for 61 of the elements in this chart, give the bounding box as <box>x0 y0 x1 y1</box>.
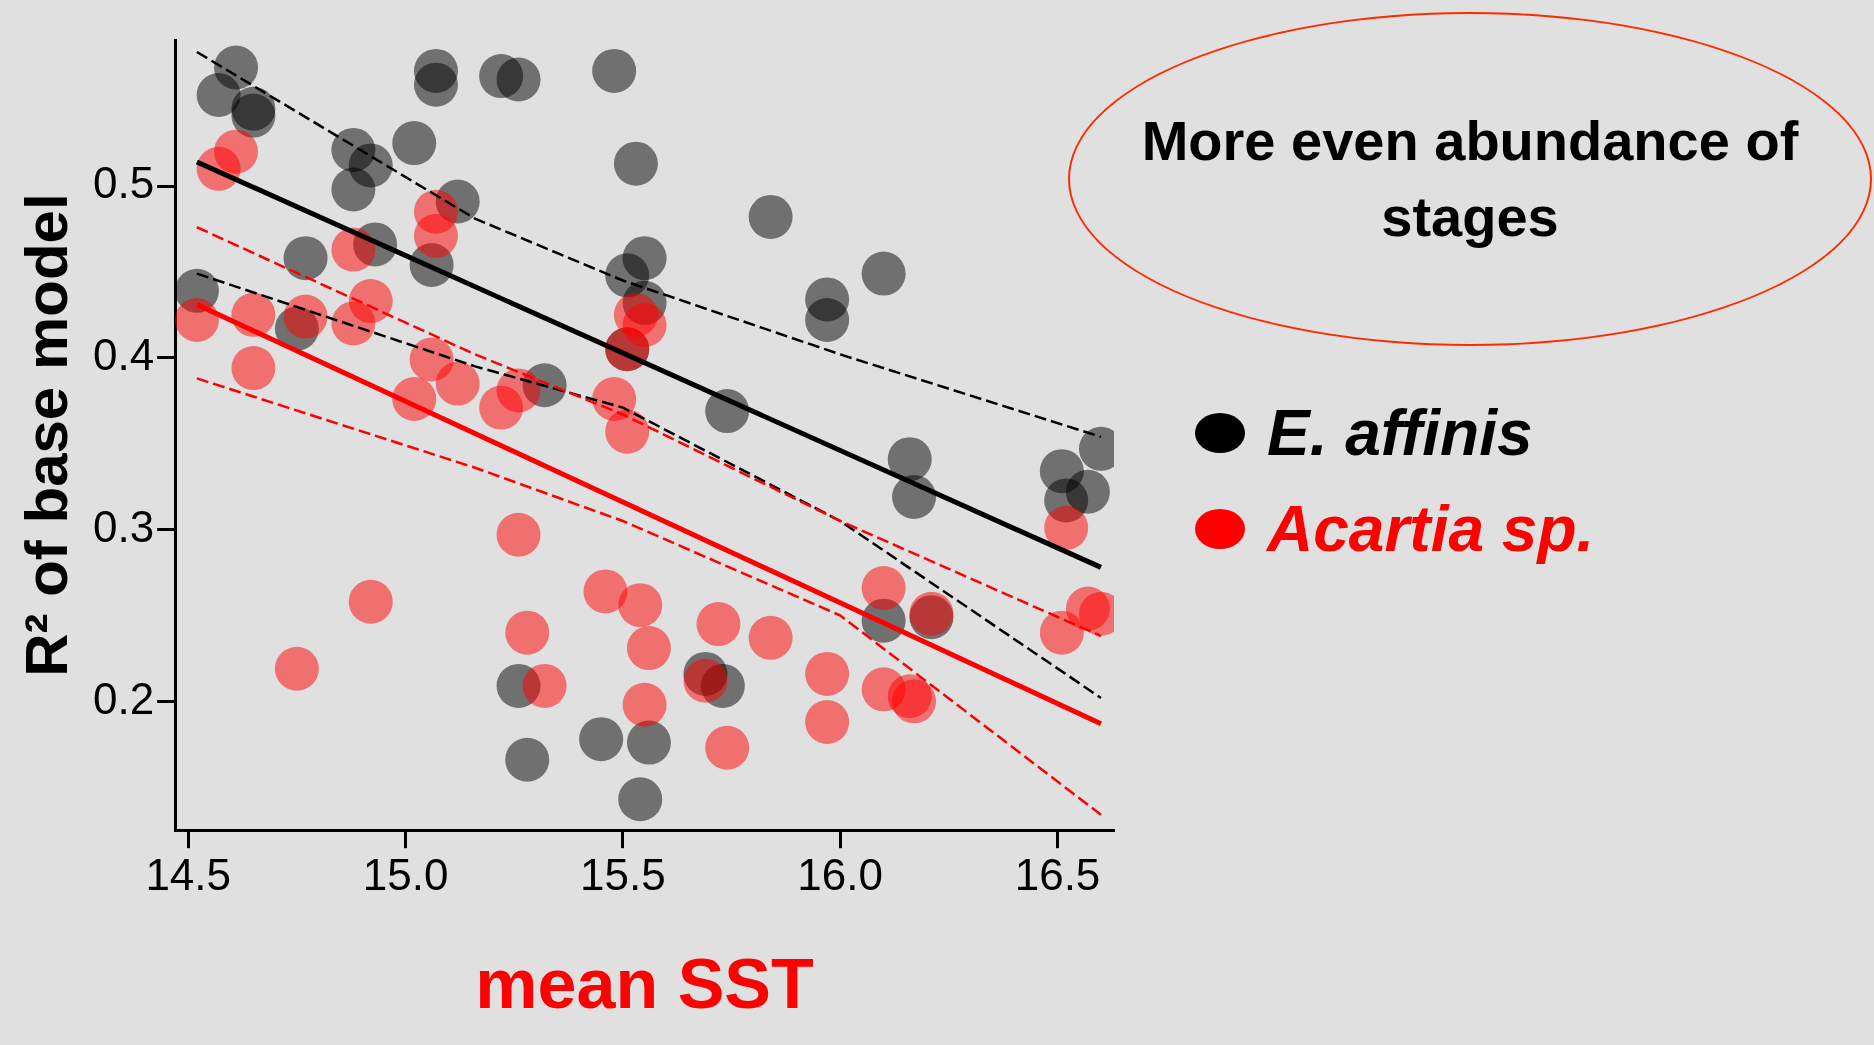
x-tick-label: 14.5 <box>145 849 232 899</box>
ellipse-outline: More even abundance of stages <box>1068 12 1872 346</box>
point <box>392 121 437 166</box>
point <box>696 602 741 647</box>
point <box>605 409 650 454</box>
line-series <box>195 225 1103 638</box>
point <box>1065 469 1110 514</box>
point <box>626 720 671 765</box>
point <box>283 294 328 339</box>
point <box>496 512 541 557</box>
point <box>348 143 393 188</box>
point <box>748 194 793 239</box>
point <box>583 569 628 614</box>
x-tick-label: 16.5 <box>1014 849 1101 899</box>
point <box>231 346 276 391</box>
point <box>805 699 850 744</box>
point <box>522 663 567 708</box>
x-tick-label: 15.0 <box>362 849 449 899</box>
point <box>683 658 728 703</box>
point <box>618 777 663 822</box>
point <box>861 251 906 296</box>
y-axis-title: R² of base model <box>12 193 80 677</box>
point <box>613 141 658 186</box>
x-axis-title: mean SST <box>475 945 814 1024</box>
point <box>705 725 750 770</box>
point <box>505 610 550 655</box>
point <box>805 298 850 343</box>
y-tick-label: 0.5 <box>92 158 155 208</box>
point <box>348 579 393 624</box>
point <box>622 236 667 281</box>
legend-label: E. affinis <box>1267 396 1533 470</box>
point <box>1044 505 1089 550</box>
point <box>505 737 550 782</box>
x-tick-label: 15.5 <box>580 849 666 899</box>
point <box>413 189 458 234</box>
point <box>496 368 541 413</box>
point <box>413 62 458 107</box>
point <box>214 129 259 174</box>
point <box>626 626 671 671</box>
point <box>231 93 276 138</box>
y-tick-label: 0.4 <box>92 329 155 379</box>
legend-label: Acartia sp. <box>1267 492 1595 566</box>
point <box>331 227 376 272</box>
point <box>274 646 319 691</box>
point <box>283 236 328 281</box>
point <box>348 279 393 324</box>
point <box>592 48 637 93</box>
x-tick-label: 16.0 <box>797 849 883 899</box>
y-tick-label: 0.3 <box>92 501 155 551</box>
point <box>496 57 541 102</box>
y-tick-label: 0.2 <box>92 673 155 723</box>
point <box>579 717 624 762</box>
point <box>861 565 906 610</box>
point <box>435 361 480 406</box>
point <box>622 682 667 727</box>
line-series <box>195 377 1103 816</box>
point <box>214 45 259 90</box>
point <box>748 615 793 660</box>
point <box>805 651 850 696</box>
point <box>618 583 663 628</box>
point <box>175 298 219 343</box>
